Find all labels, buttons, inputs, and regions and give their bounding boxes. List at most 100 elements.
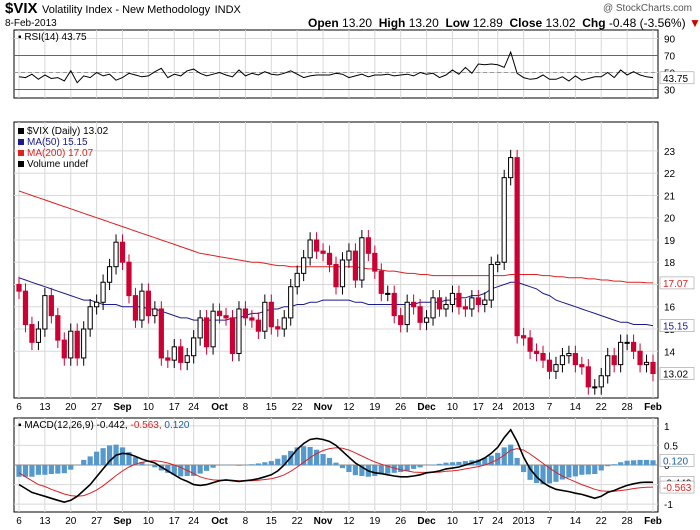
close-value: 13.02: [545, 16, 576, 30]
candle-body: [152, 308, 158, 317]
macd-histogram-bar: [100, 448, 106, 465]
macd-histogram-bar: [106, 445, 113, 465]
x-tick-label: 19: [369, 402, 381, 413]
macd-histogram-bar: [650, 460, 656, 465]
candle-body: [339, 259, 346, 288]
rsi-last-value-box: [659, 71, 695, 85]
x-tick-label: 2013: [512, 402, 535, 413]
macd-histogram-bar: [139, 461, 145, 465]
x-tick-label: 7: [547, 516, 553, 527]
chart-date: 8-Feb-2013: [5, 18, 57, 29]
candle-body: [320, 250, 326, 254]
x-tick-label: 24: [492, 516, 504, 527]
x-tick-label: 14: [570, 516, 582, 527]
candle-body: [495, 261, 501, 265]
macd-histogram-bar: [482, 457, 488, 465]
candle-body: [611, 355, 617, 366]
macd-histogram-bar: [126, 452, 132, 465]
macd-histogram-bar: [456, 461, 462, 465]
candle-body: [488, 263, 494, 301]
candle-body: [288, 286, 294, 319]
macd-histogram-bar: [443, 462, 449, 465]
macd-histogram-bar: [48, 465, 54, 475]
macd-histogram-bar: [553, 465, 559, 482]
candle-body: [42, 295, 48, 330]
macd-histogram-bar: [22, 465, 29, 477]
candle-body: [443, 304, 449, 310]
price-legend-item: $VIX (Daily) 13.02: [27, 126, 109, 137]
macd-histogram-bar: [320, 454, 326, 465]
candle-body: [436, 297, 443, 310]
price-y-tick-label: 14: [664, 347, 676, 358]
macd-histogram-bar: [132, 457, 139, 465]
candle-body: [132, 295, 139, 321]
macd-histogram-bar: [204, 465, 210, 471]
close-label: Close: [509, 16, 543, 30]
macd-histogram-bar: [333, 462, 339, 465]
candle-body: [527, 337, 533, 352]
x-tick-label: 8: [243, 402, 249, 413]
candle-body: [171, 346, 177, 361]
macd-histogram-bar: [262, 462, 268, 465]
macd-histogram-bar: [210, 465, 216, 468]
macd-histogram-bar: [618, 462, 624, 465]
macd-histogram-bar: [216, 465, 223, 466]
candle-body: [191, 337, 197, 357]
candle-body: [313, 239, 320, 252]
candle-body: [22, 290, 29, 326]
chart-title: $VIX Volatility Index - New Methodology …: [5, 0, 241, 18]
macd-histogram-bar: [488, 455, 494, 465]
x-tick-label: Oct: [211, 402, 228, 413]
candle-body: [423, 317, 430, 323]
candle-body: [398, 315, 404, 326]
candle-body: [55, 315, 61, 341]
candle-body: [216, 310, 223, 317]
x-tick-label: 22: [292, 516, 304, 527]
x-tick-label: 10: [143, 402, 155, 413]
candle-body: [449, 292, 456, 306]
macd-histogram-bar: [398, 465, 404, 473]
candle-body: [385, 292, 391, 295]
candle-body: [559, 355, 566, 366]
candle-body: [482, 299, 488, 306]
candle-body: [618, 341, 624, 366]
macd-histogram-bar: [81, 459, 87, 465]
macd-histogram-bar: [307, 446, 313, 465]
price-y-tick-label: 16: [664, 303, 676, 314]
macd-histogram-bar: [61, 465, 67, 474]
candle-body: [68, 330, 74, 359]
x-tick-label: 17: [473, 516, 485, 527]
macd-histogram-bar: [559, 465, 566, 480]
macd-histogram-bar: [255, 463, 261, 465]
macd-histogram-bar: [119, 447, 126, 465]
x-tick-label: Feb: [644, 516, 662, 527]
candle-body: [16, 283, 22, 292]
price-y-tick-label: 18: [664, 258, 676, 269]
macd-histogram-bar: [178, 465, 184, 477]
macd-histogram-bar: [501, 447, 507, 465]
macd-histogram-bar: [572, 465, 578, 477]
x-tick-label: 27: [91, 402, 103, 413]
macd-histogram-bar: [268, 461, 274, 465]
candle-body: [210, 310, 216, 348]
ma50-line: [18, 277, 654, 327]
candle-body: [462, 306, 469, 310]
candle-body: [592, 386, 598, 389]
candle-body: [411, 301, 417, 308]
candle-body: [268, 301, 274, 328]
x-tick-label: 17: [169, 516, 181, 527]
candle-body: [585, 366, 591, 388]
candle-body: [87, 306, 93, 330]
rsi-y-tick-label: 90: [664, 35, 676, 46]
price-legend-swatch: [18, 128, 24, 134]
x-tick-label: 22: [596, 402, 608, 413]
candle-body: [229, 317, 236, 354]
x-tick-label: Sep: [113, 516, 131, 527]
candle-body: [598, 375, 604, 388]
x-tick-label: Nov: [314, 402, 333, 413]
macd-legend: ▪ MACD(12,26,9) -0.442, -0.563, 0.120: [18, 420, 190, 431]
price-legend-item: MA(200) 17.07: [27, 148, 94, 159]
x-tick-label: 12: [343, 402, 355, 413]
candle-body: [29, 324, 35, 343]
candle-body: [605, 355, 611, 377]
